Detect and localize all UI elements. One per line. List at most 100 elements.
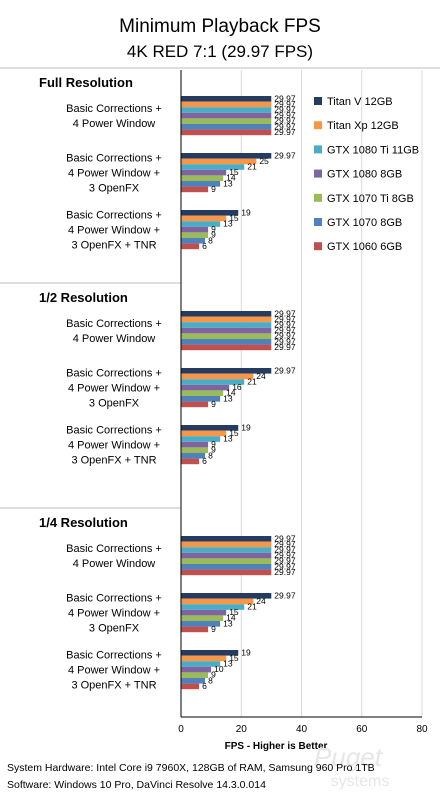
category-label: 3 OpenFX + TNR xyxy=(71,455,156,467)
legend-label: GTX 1080 Ti 11GB xyxy=(327,144,419,156)
bar xyxy=(181,339,272,345)
data-label: 15 xyxy=(229,213,239,223)
legend-swatch xyxy=(314,193,322,202)
bar xyxy=(181,390,224,396)
bar xyxy=(181,558,272,564)
category: Basic Corrections + 4 Power Window + 3 Ope… xyxy=(66,365,296,409)
bar xyxy=(181,96,272,102)
legend-label: GTX 1080 8GB xyxy=(327,169,402,181)
bar xyxy=(181,344,272,351)
footer-software: Software: Windows 10 Pro, DaVinci Resolv… xyxy=(7,779,266,791)
data-label: 25 xyxy=(259,156,269,166)
bar xyxy=(181,226,209,233)
data-label: 13 xyxy=(223,618,233,628)
bar xyxy=(181,655,227,662)
bar xyxy=(181,169,227,176)
bar xyxy=(181,158,257,165)
data-label: 19 xyxy=(241,207,251,217)
data-label: 13 xyxy=(223,659,233,669)
bar xyxy=(181,164,245,170)
bar xyxy=(181,101,272,108)
group-title: 1/4 Resolution xyxy=(39,515,128,530)
legend-item: Titan Xp 12GB xyxy=(314,120,399,132)
bar xyxy=(181,129,272,136)
category-label: 3 OpenFX + TNR xyxy=(71,240,156,252)
category-label: Basic Corrections + xyxy=(66,153,162,165)
bar xyxy=(181,598,254,605)
category-label: 3 OpenFX xyxy=(89,623,140,635)
bar xyxy=(181,430,227,437)
group-3: 1/4 Resolution Basic Corrections + 4 Power… xyxy=(0,507,296,692)
data-label: 29.97 xyxy=(274,365,296,375)
data-label: 29.97 xyxy=(274,533,296,543)
bar xyxy=(181,232,209,238)
x-tick-label: 40 xyxy=(296,724,308,735)
legend: Titan V 12GB Titan Xp 12GB GTX 1080 Ti 11G… xyxy=(314,96,419,253)
bar xyxy=(181,615,224,621)
bar xyxy=(181,118,272,124)
data-label: 24 xyxy=(256,596,266,606)
bar xyxy=(181,368,272,374)
legend-swatch xyxy=(314,242,322,251)
bar xyxy=(181,678,206,684)
bar xyxy=(181,215,227,222)
category-label: 4 Power Window + xyxy=(68,383,160,395)
bar xyxy=(181,564,272,570)
legend-item: GTX 1080 8GB xyxy=(314,169,402,181)
data-label: 15 xyxy=(229,653,239,663)
group-title: Full Resolution xyxy=(39,75,133,90)
data-label: 6 xyxy=(202,456,207,466)
category-label: Basic Corrections + xyxy=(66,543,162,555)
data-label: 21 xyxy=(247,602,257,612)
category: Basic Corrections +4 Power Window29.9729… xyxy=(66,308,296,352)
data-label: 13 xyxy=(223,434,233,444)
data-label: 8 xyxy=(208,450,213,460)
legend-item: Titan V 12GB xyxy=(314,96,393,108)
footer-hardware: System Hardware: Intel Core i9 7960X, 12… xyxy=(7,762,375,774)
bar xyxy=(181,379,245,385)
bar xyxy=(181,316,272,323)
legend-label: Titan Xp 12GB xyxy=(327,120,399,132)
category: Basic Corrections + 4 Power Window + 3 Ope… xyxy=(66,422,251,466)
data-label: 6 xyxy=(202,681,207,691)
chart-subtitle: 4K RED 7:1 (29.97 FPS) xyxy=(127,42,313,61)
legend-label: GTX 1070 Ti 8GB xyxy=(327,193,414,205)
data-label: 13 xyxy=(223,219,233,229)
x-axis: 0 20 40 60 80 xyxy=(178,70,428,735)
data-label: 29.97 xyxy=(274,590,296,600)
category: Basic Corrections +4 Power Window29.9729… xyxy=(66,93,296,137)
category-label: 4 Power Window + xyxy=(68,608,160,620)
bar xyxy=(181,238,206,244)
bar xyxy=(181,153,272,159)
category-label: 4 Power Window + xyxy=(68,665,160,677)
chart-title: Minimum Playback FPS xyxy=(119,16,321,37)
data-label: 15 xyxy=(229,428,239,438)
data-label: 21 xyxy=(247,162,257,172)
data-label: 21 xyxy=(247,377,257,387)
data-label: 9 xyxy=(211,670,216,680)
bar xyxy=(181,107,272,113)
bar xyxy=(181,458,200,465)
bar xyxy=(181,124,272,130)
category: Basic Corrections +4 Power Window29.9729… xyxy=(66,533,296,577)
bar xyxy=(181,666,212,673)
data-label: 8 xyxy=(208,235,213,245)
data-label: 29.97 xyxy=(274,127,296,137)
category-label: Basic Corrections + xyxy=(66,103,162,115)
chart-groups: Full Resolution Basic Corrections + 4 Powe… xyxy=(0,75,296,692)
bar xyxy=(181,447,209,453)
bar xyxy=(181,384,230,391)
legend-swatch xyxy=(314,218,322,226)
data-label: 29.97 xyxy=(274,331,296,341)
category-label: Basic Corrections + xyxy=(66,318,162,330)
x-tick-label: 80 xyxy=(416,724,428,735)
data-label: 29.97 xyxy=(274,314,296,324)
data-label: 29.97 xyxy=(274,150,296,160)
bar xyxy=(181,221,221,227)
legend-swatch xyxy=(314,97,322,105)
legend-swatch xyxy=(314,145,322,154)
data-label: 10 xyxy=(214,664,224,674)
data-label: 14 xyxy=(226,613,236,623)
data-label: 14 xyxy=(226,388,236,398)
